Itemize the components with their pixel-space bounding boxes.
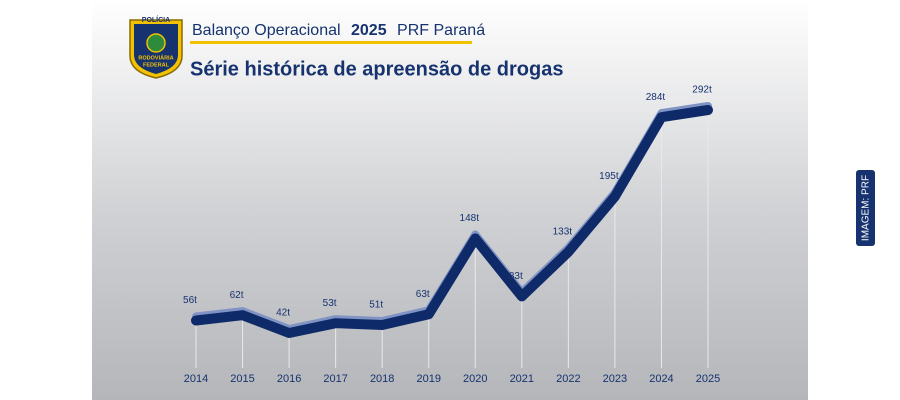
x-tick-label: 2019 [416, 373, 440, 385]
header-year: 2025 [351, 22, 387, 39]
header: Balanço Operacional 2025 PRF Paraná [192, 22, 485, 39]
badge-text: POLÍCIA [142, 15, 170, 24]
x-tick-label: 2022 [556, 373, 580, 385]
value-label: 51t [369, 300, 383, 311]
badge: POLÍCIA RODOVIÁRIA FEDERAL [129, 15, 183, 79]
x-tick-label: 2020 [463, 373, 487, 385]
credit: IMAGEM: PRF [861, 175, 872, 241]
x-tick-label: 2016 [277, 373, 301, 385]
chart-title: Série histórica de apreensão de drogas [190, 58, 563, 80]
value-label: 195t [599, 171, 619, 182]
value-label: 133t [553, 226, 573, 237]
value-label: 292t [692, 85, 712, 96]
x-tick-label: 2015 [230, 373, 254, 385]
header-prefix: Balanço Operacional [192, 22, 341, 39]
panel [92, 0, 808, 400]
badge-text: RODOVIÁRIA [138, 54, 173, 61]
line [191, 105, 713, 338]
x-tick-label: 2014 [184, 373, 208, 385]
x-tick-label: 2024 [649, 373, 673, 385]
badge-text: FEDERAL [143, 62, 170, 68]
x-tick-label: 2017 [323, 373, 347, 385]
badge-emblem [146, 33, 166, 53]
value-label: 53t [323, 298, 337, 309]
plot: 56t 2014 62t 2015 42t 2016 53t 2017 51t 2018 63t 20… [183, 85, 720, 385]
x-tick-label: 2023 [603, 373, 627, 385]
value-label: 148t [460, 213, 480, 224]
value-label: 83t [509, 271, 523, 282]
credit-box [856, 170, 875, 246]
x-tick-label: 2021 [510, 373, 534, 385]
x-tick-label: 2025 [696, 373, 720, 385]
x-tick-label: 2018 [370, 373, 394, 385]
header-underline [190, 41, 472, 44]
value-label: 284t [646, 92, 666, 103]
value-label: 63t [416, 289, 430, 300]
value-label: 62t [230, 290, 244, 301]
header-suffix: PRF Paraná [397, 22, 485, 39]
value-label: 56t [183, 295, 197, 306]
value-label: 42t [276, 308, 290, 319]
